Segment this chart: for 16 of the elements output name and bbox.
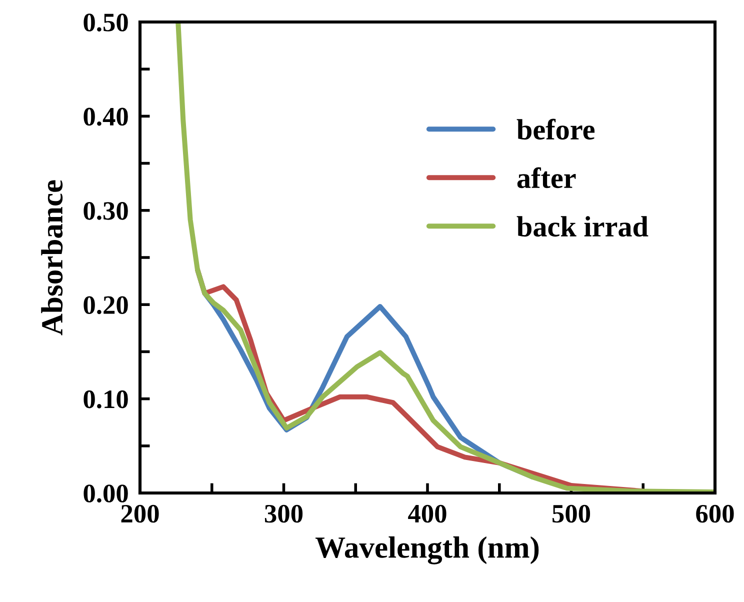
x-tick-label: 200 xyxy=(121,504,159,523)
y-tick-label: 0.10 xyxy=(84,390,128,408)
x-tick-label: 500 xyxy=(552,504,590,523)
y-tick-label: 0.00 xyxy=(84,484,128,503)
y-tick-label: 0.30 xyxy=(84,202,128,220)
x-tick-label: 400 xyxy=(408,504,446,523)
y-axis-title: Absorbance xyxy=(41,180,63,336)
legend-label: back irrad xyxy=(516,216,648,237)
y-tick-label: 0.50 xyxy=(84,14,128,32)
x-tick-label: 300 xyxy=(264,504,303,523)
y-tick-label: 0.40 xyxy=(84,108,128,126)
legend-label: after xyxy=(517,167,576,188)
x-axis-title: Wavelength (nm) xyxy=(315,536,539,564)
y-tick-label: 0.20 xyxy=(84,296,128,314)
x-tick-label: 600 xyxy=(696,504,734,523)
legend-label: before xyxy=(516,118,595,140)
